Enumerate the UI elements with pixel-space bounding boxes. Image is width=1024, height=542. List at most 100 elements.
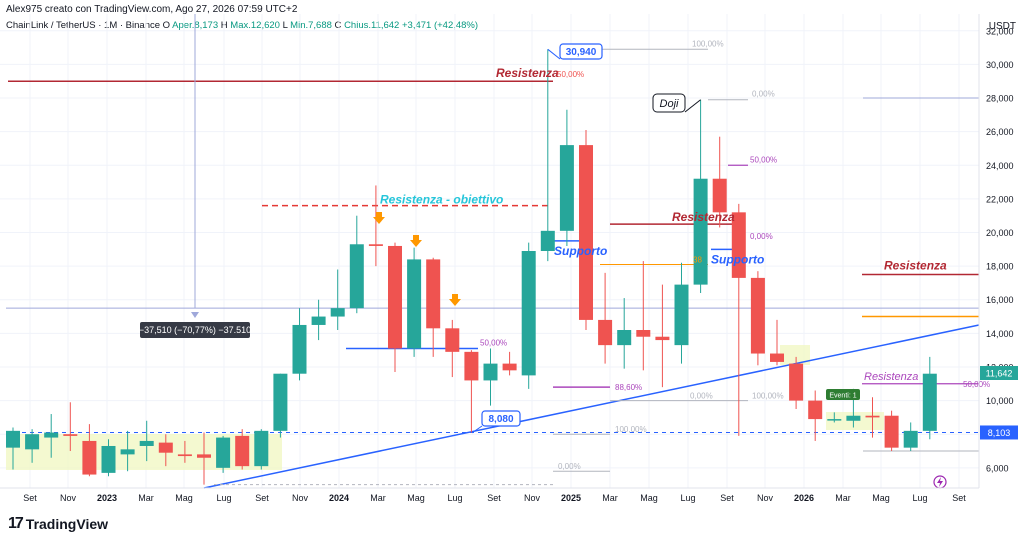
- time-axis[interactable]: Set Nov 2023 Mar Mag Lug Set Nov 2024 Mar Mag Lug Se…: [23, 493, 966, 503]
- high-price-callout-pointer: [547, 48, 561, 60]
- low-label: L: [282, 20, 288, 31]
- currency-label: USDT: [988, 21, 1016, 32]
- candle-body: [559, 145, 574, 231]
- candle-body: [521, 251, 536, 376]
- candle-body: [598, 319, 613, 346]
- high-price-callout-box: [559, 43, 603, 60]
- candle-body: [464, 351, 479, 381]
- fib-label-100c: 100,00%: [615, 425, 647, 434]
- price-axis[interactable]: 6,0008,00010,00012,00014,00016,00018,000…: [980, 26, 1018, 473]
- time-tick-label: 2024: [329, 493, 349, 503]
- fib-label-886: 88,60%: [615, 383, 642, 392]
- candle-body: [235, 435, 250, 467]
- event-marker-box: [826, 389, 860, 400]
- fib-label-50: 50,00%: [750, 155, 777, 164]
- time-tick-label: Mag: [407, 493, 425, 503]
- high-value: Max.12,620: [230, 20, 280, 31]
- candle-body: [158, 442, 173, 453]
- candle-body: [770, 353, 784, 362]
- candle-body: [349, 244, 364, 309]
- tv-brand-text: TradingView: [25, 516, 109, 532]
- time-tick-label: Mar: [835, 493, 851, 503]
- resistance-label-top: Resistenza: [496, 66, 559, 80]
- tv-logo-icon: 17: [8, 515, 24, 532]
- time-tick-label: Mag: [640, 493, 658, 503]
- fib-label-0c: 0,00%: [690, 392, 713, 401]
- candle-body: [44, 432, 59, 438]
- time-tick-label: Set: [23, 493, 37, 503]
- arrow-down-icon: [449, 294, 461, 306]
- low-price-callout-text: 8,080: [488, 414, 513, 425]
- candle-body: [731, 212, 746, 278]
- time-tick-label: Mar: [138, 493, 154, 503]
- candle-body: [292, 324, 307, 374]
- candle-body: [617, 330, 632, 346]
- candle-body: [139, 440, 154, 446]
- candle-body: [903, 430, 918, 448]
- candle-body: [865, 415, 880, 418]
- price-tick-label: 24,000: [986, 161, 1014, 171]
- price-tick-label: 32,000: [986, 26, 1014, 36]
- symbol-name[interactable]: ChainLink / TetherUS · 1M · Binance: [6, 20, 161, 31]
- resistance-label-fib: Resistenza: [864, 371, 918, 383]
- price-tick-label: 14,000: [986, 329, 1014, 339]
- time-tick-label: Nov: [60, 493, 77, 503]
- change-value: +3,471 (+42,48%): [401, 20, 479, 31]
- annotations: Resistenza Resistenza - obiettivo Resisten…: [139, 39, 990, 489]
- close-label: C: [334, 20, 342, 31]
- event-marker-text: Eventi: 1: [829, 393, 856, 400]
- price-tick-label: 20,000: [986, 228, 1014, 238]
- price-tick-label: 10,000: [986, 396, 1014, 406]
- doji-callout-box: [652, 93, 686, 113]
- candle-body: [63, 434, 78, 436]
- candle-body: [636, 330, 651, 337]
- candle-body: [330, 308, 345, 317]
- support-price-text: 8,103: [988, 428, 1011, 438]
- accumulation-zone-2026: [780, 345, 810, 365]
- time-tick-label: Mag: [872, 493, 890, 503]
- low-price-callout-box: [481, 410, 521, 427]
- candle-body: [101, 445, 116, 473]
- arrow-down-icon: [410, 235, 422, 247]
- candle-body: [254, 430, 269, 467]
- candle-body: [540, 230, 555, 251]
- last-price-badge: [980, 365, 1018, 380]
- candle-body: [808, 400, 823, 420]
- time-tick-label: Mag: [175, 493, 193, 503]
- candle-body: [311, 316, 326, 325]
- time-tick-label: Lug: [216, 493, 231, 503]
- price-tick-label: 18,000: [986, 262, 1014, 272]
- measure-tooltip-text: −37,510 (−70,77%) −37.510: [139, 325, 251, 335]
- tradingview-logo[interactable]: 17 TradingView: [8, 515, 108, 533]
- fib-label-38: 38: [693, 255, 702, 264]
- resistance-label-right: Resistenza: [884, 259, 947, 273]
- candle-body: [846, 415, 861, 421]
- candle-body: [483, 363, 498, 381]
- candle-body: [197, 454, 211, 458]
- low-price-callout-pointer: [471, 425, 483, 434]
- candle-body: [177, 454, 192, 457]
- candle-body: [82, 440, 97, 475]
- candle-body: [388, 245, 402, 349]
- open-label: O: [162, 20, 171, 31]
- support-price-badge: [980, 425, 1018, 440]
- price-tick-label: 28,000: [986, 94, 1014, 104]
- candle-body: [273, 373, 288, 431]
- candle-body: [407, 259, 422, 349]
- measure-arrow-icon: [191, 312, 199, 318]
- time-tick-label: 2025: [561, 493, 581, 503]
- time-tick-label: Nov: [757, 493, 774, 503]
- resistance-target-label: Resistenza - obiettivo: [380, 193, 503, 207]
- candle-body: [712, 178, 727, 213]
- candle-body: [426, 259, 441, 329]
- time-tick-label: Mar: [602, 493, 618, 503]
- candle-body: [6, 430, 20, 448]
- time-tick-label: Set: [720, 493, 734, 503]
- arrow-down-icon: [373, 212, 385, 224]
- time-tick-label: Lug: [447, 493, 462, 503]
- time-tick-label: Nov: [524, 493, 541, 503]
- doji-callout-text: Doji: [660, 98, 680, 110]
- candle-body: [827, 419, 842, 421]
- price-tick-label: 6,000: [986, 463, 1009, 473]
